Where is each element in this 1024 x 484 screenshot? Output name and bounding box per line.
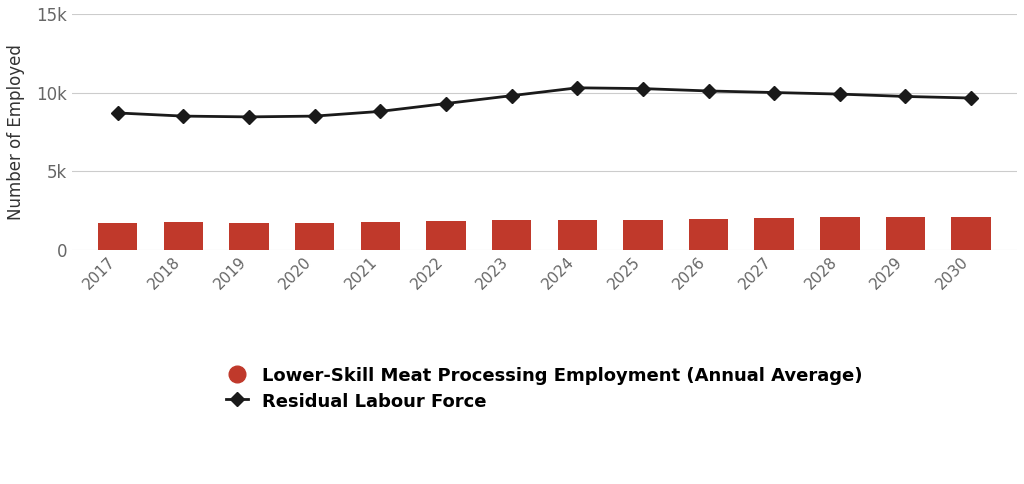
Bar: [689, 219, 728, 250]
Bar: [164, 222, 203, 250]
Bar: [492, 220, 531, 250]
Bar: [755, 218, 794, 250]
Bar: [426, 221, 466, 250]
Legend: Lower-Skill Meat Processing Employment (Annual Average), Residual Labour Force: Lower-Skill Meat Processing Employment (…: [217, 358, 871, 420]
Bar: [624, 221, 663, 250]
Bar: [951, 217, 991, 250]
Bar: [820, 217, 859, 250]
Bar: [229, 223, 268, 250]
Bar: [295, 223, 335, 250]
Bar: [886, 217, 925, 250]
Bar: [360, 222, 400, 250]
Bar: [557, 220, 597, 250]
Y-axis label: Number of Employed: Number of Employed: [7, 44, 25, 220]
Bar: [98, 223, 137, 250]
